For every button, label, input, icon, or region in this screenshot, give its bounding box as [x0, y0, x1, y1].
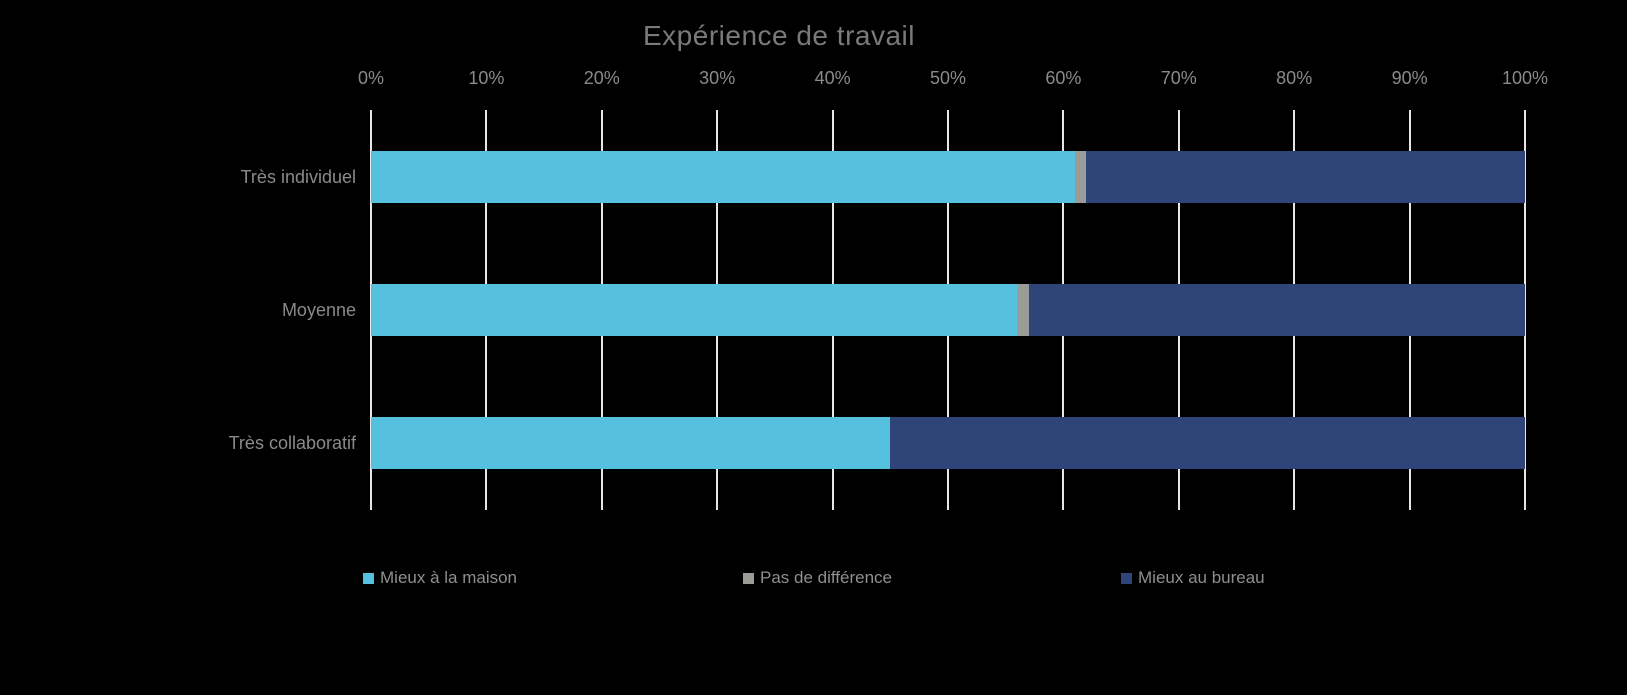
x-tick-label: 90%: [1391, 68, 1428, 88]
category-label: Très individuel: [240, 166, 356, 187]
bar-segment-maison: [371, 150, 1075, 203]
category-label: Très collaboratif: [228, 433, 356, 454]
legend-item-label: Pas de différence: [760, 568, 892, 587]
x-tick-label: 20%: [583, 68, 620, 88]
chart-title: Expérience de travail: [643, 20, 915, 51]
x-tick-label: 50%: [929, 68, 967, 88]
legend-item-label: Mieux au bureau: [1138, 568, 1265, 587]
bar-segment-maison: [371, 417, 891, 470]
legend-swatch: [363, 573, 374, 584]
legend-swatch: [1121, 573, 1132, 584]
bar-segment-bureau: [890, 417, 1525, 470]
x-tick-label: 10%: [468, 68, 505, 88]
bar-segment-bureau: [1028, 284, 1525, 336]
category-label: Moyenne: [281, 300, 356, 320]
bar-segment-difference: [1017, 284, 1029, 336]
legend-item-label: Mieux à la maison: [380, 568, 518, 587]
x-tick-label: 30%: [699, 68, 736, 88]
x-tick-label: 70%: [1160, 68, 1197, 88]
bar-segment-maison: [371, 284, 1018, 336]
x-tick-label: 100%: [1501, 68, 1549, 88]
x-tick-label: 60%: [1045, 68, 1082, 88]
x-tick-label: 80%: [1276, 68, 1313, 88]
bar-segment-difference: [1074, 150, 1087, 203]
x-tick-label: 40%: [814, 68, 851, 88]
gridline: [1524, 110, 1526, 510]
x-tick-label: 0%: [357, 68, 384, 88]
bar-segment-bureau: [1086, 150, 1525, 203]
legend-swatch: [743, 573, 754, 584]
